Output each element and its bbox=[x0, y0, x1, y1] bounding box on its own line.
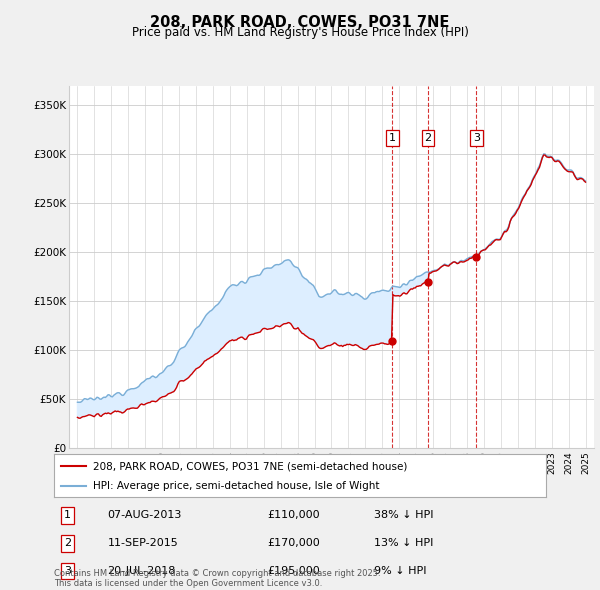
Text: £170,000: £170,000 bbox=[268, 539, 320, 548]
Text: 38% ↓ HPI: 38% ↓ HPI bbox=[374, 510, 434, 520]
Text: 2: 2 bbox=[424, 133, 431, 143]
Text: Price paid vs. HM Land Registry's House Price Index (HPI): Price paid vs. HM Land Registry's House … bbox=[131, 26, 469, 39]
Text: £195,000: £195,000 bbox=[268, 566, 320, 576]
Text: 20-JUL-2018: 20-JUL-2018 bbox=[107, 566, 176, 576]
Text: HPI: Average price, semi-detached house, Isle of Wight: HPI: Average price, semi-detached house,… bbox=[94, 481, 380, 491]
Text: 3: 3 bbox=[473, 133, 480, 143]
Text: 13% ↓ HPI: 13% ↓ HPI bbox=[374, 539, 434, 548]
Text: Contains HM Land Registry data © Crown copyright and database right 2025.
This d: Contains HM Land Registry data © Crown c… bbox=[54, 569, 380, 588]
Text: 2: 2 bbox=[64, 539, 71, 548]
Text: £110,000: £110,000 bbox=[268, 510, 320, 520]
Text: 11-SEP-2015: 11-SEP-2015 bbox=[107, 539, 178, 548]
Text: 3: 3 bbox=[64, 566, 71, 576]
Text: 208, PARK ROAD, COWES, PO31 7NE (semi-detached house): 208, PARK ROAD, COWES, PO31 7NE (semi-de… bbox=[94, 461, 408, 471]
Text: 208, PARK ROAD, COWES, PO31 7NE: 208, PARK ROAD, COWES, PO31 7NE bbox=[151, 15, 449, 30]
Text: 07-AUG-2013: 07-AUG-2013 bbox=[107, 510, 182, 520]
Text: 1: 1 bbox=[64, 510, 71, 520]
Text: 9% ↓ HPI: 9% ↓ HPI bbox=[374, 566, 427, 576]
Text: 1: 1 bbox=[389, 133, 396, 143]
